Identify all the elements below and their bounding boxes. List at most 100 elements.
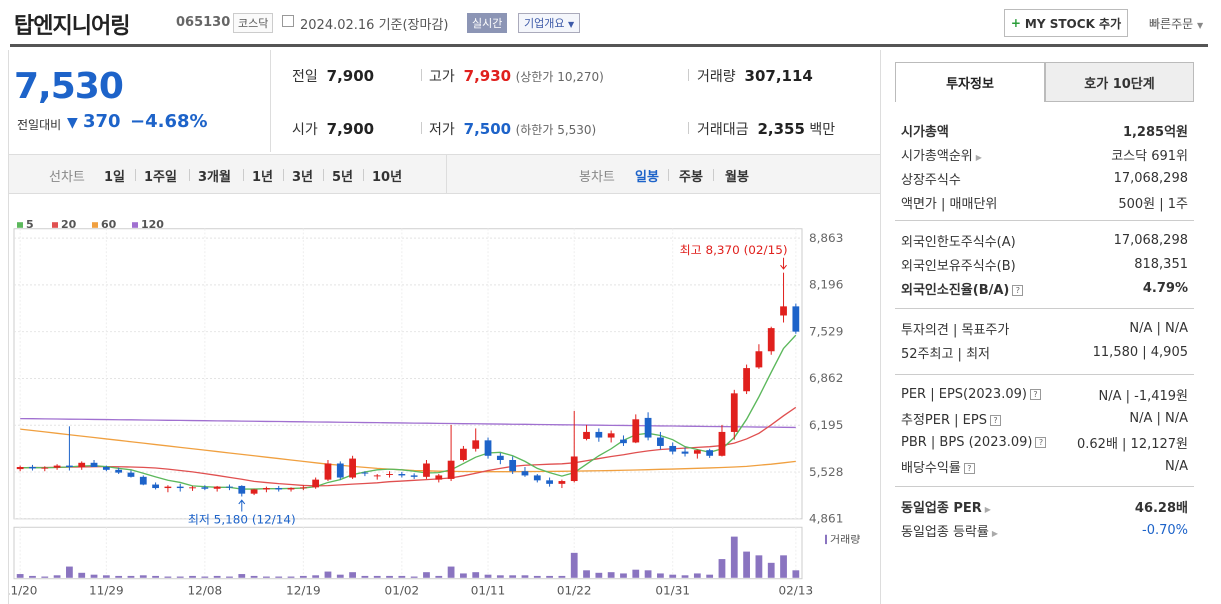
legend-label: 120 [141, 218, 164, 231]
help-icon[interactable]: ? [1035, 436, 1047, 448]
volume-bar [447, 566, 455, 578]
candle-body [410, 475, 418, 477]
help-icon[interactable]: ? [1029, 388, 1041, 400]
candle-body [595, 431, 603, 438]
legend-label: 5 [26, 218, 34, 231]
volume-bar [336, 574, 344, 578]
legend-label: 60 [101, 218, 116, 231]
period-3m[interactable]: 3개월 [198, 170, 231, 185]
candle-body [533, 475, 541, 481]
lower-limit: (하한가 5,530) [515, 123, 597, 137]
candle-body [398, 474, 406, 476]
volume-bar [767, 562, 775, 578]
volume-bar [176, 576, 184, 578]
help-icon[interactable]: ? [963, 462, 975, 474]
info-row[interactable]: PER | EPS(2023.09)? N/A | -1,419원 [901, 382, 1188, 406]
volume-bar [780, 555, 787, 578]
divider [421, 122, 422, 134]
info-row[interactable]: PBR | BPS (2023.09)? 0.62배 | 12,127원 [901, 430, 1188, 454]
volume-bar [127, 575, 135, 578]
info-label: 시가총액순위 [901, 148, 973, 164]
info-row[interactable]: 외국인소진율(B/A)? 4.79% [901, 276, 1188, 300]
candle-body [681, 451, 689, 454]
realtime-button[interactable]: 실시간 [467, 13, 508, 33]
volume-bar [792, 570, 800, 578]
candle-body [201, 487, 209, 489]
info-row[interactable]: 동일업종 PER ▶ 46.28배 [901, 494, 1188, 518]
legend-swatch [132, 222, 138, 228]
open-label: 시가 [292, 122, 318, 138]
prev-close-label: 전일 [292, 69, 318, 85]
help-icon[interactable]: ? [989, 414, 1001, 426]
candle-body [287, 488, 295, 490]
volume-bar [472, 572, 480, 578]
info-row[interactable]: 추정PER | EPS? N/A | N/A [901, 406, 1188, 430]
company-overview-label: 기업개요 [524, 17, 565, 30]
period-1d[interactable]: 1일 [104, 170, 126, 185]
candle-body [213, 486, 221, 489]
x-tick-label: 02/13 [779, 584, 814, 598]
volume-bar [250, 575, 258, 578]
info-label: 52주최고 | 최저 [901, 346, 990, 362]
info-label: 외국인한도주식수(A) [901, 234, 1016, 250]
open-price: 시가 7,900 [292, 119, 374, 139]
volume-bar [521, 575, 529, 578]
volume-bar [509, 575, 517, 578]
candle-body [324, 463, 332, 480]
base-date: 2024.02.16 기준(장마감) [300, 18, 449, 33]
ma120-line [20, 417, 796, 429]
volume-bar [78, 572, 86, 578]
info-value: 11,580 | 4,905 [1092, 344, 1188, 360]
info-value: 500원 | 1주 [1118, 196, 1188, 212]
change-label: 전일대비 [17, 118, 62, 132]
help-icon[interactable]: ? [1012, 284, 1024, 296]
period-1y[interactable]: 1년 [252, 170, 274, 185]
high-value: 7,930 [463, 67, 512, 85]
volume-bar [681, 575, 689, 578]
info-row[interactable]: 시가총액순위 ▶ 코스닥 691위 [901, 142, 1188, 166]
divider [668, 169, 669, 181]
volume-bar [53, 575, 61, 578]
volume-bar [238, 574, 246, 578]
legend-label: 20 [61, 218, 76, 231]
legend-swatch [52, 222, 58, 228]
divider [283, 169, 284, 181]
candle-body [755, 351, 763, 368]
amount-unit: 백만 [809, 122, 836, 138]
period-5y[interactable]: 5년 [332, 170, 354, 185]
amount-value: 2,355 [757, 120, 805, 138]
amount-label: 거래대금 [697, 122, 749, 138]
divider [688, 122, 689, 134]
info-value: -0.70% [1142, 522, 1188, 538]
candlestick-chart[interactable]: 5 20 60 120 8,863 8,196 7,529 6,862 6,195 5,528 4… [9, 196, 880, 604]
period-1w[interactable]: 1주일 [144, 170, 177, 185]
tab-hoga-10[interactable]: 호가 10단계 [1045, 62, 1194, 102]
candle-body [238, 485, 246, 494]
divider [688, 69, 689, 81]
info-row[interactable]: 배당수익률? N/A [901, 454, 1188, 478]
candle-daily[interactable]: 일봉 [635, 170, 659, 185]
candle-body [693, 450, 701, 454]
candle-body [509, 459, 517, 472]
candle-monthly[interactable]: 월봉 [725, 170, 749, 185]
candle-body [102, 467, 110, 470]
period-3y[interactable]: 3년 [292, 170, 314, 185]
max-annotation: 최고 8,370 (02/15) [680, 243, 788, 257]
info-value: N/A | N/A [1129, 410, 1188, 426]
y-tick-label: 5,528 [809, 465, 843, 479]
candle-weekly[interactable]: 주봉 [679, 170, 703, 185]
candle-body [373, 475, 381, 477]
add-mystock-button[interactable]: + MY STOCK 추가 [1004, 9, 1128, 37]
info-value: N/A | N/A [1129, 320, 1188, 336]
candle-body [780, 306, 787, 316]
volume: 거래량 307,114 [697, 66, 813, 86]
quick-order-link[interactable]: 빠른주문 ▼ [1149, 15, 1203, 32]
divider [713, 169, 714, 181]
company-overview-dropdown[interactable]: 기업개요 ▼ [518, 13, 581, 33]
period-10y[interactable]: 10년 [372, 170, 403, 185]
candle-body [386, 474, 393, 475]
trade-amount: 거래대금 2,355 백만 [697, 119, 835, 139]
info-value: N/A | -1,419원 [1098, 388, 1188, 404]
tab-invest-info[interactable]: 투자정보 [895, 62, 1045, 102]
info-row[interactable]: 동일업종 등락률 ▶ -0.70% [901, 518, 1188, 542]
